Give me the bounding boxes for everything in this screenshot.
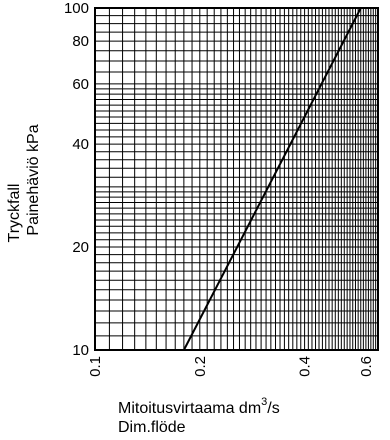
y-tick-label: 40 [72,136,89,153]
y-tick-label: 60 [72,76,89,93]
x-tick-label: 0.1 [87,356,104,377]
y-axis-label-line1: Tryckfall [6,184,23,243]
x-axis-label-line1: Mitoitusvirtaama dm3/s [118,396,280,417]
y-tick-labels: 10 20 40 60 80 100 [64,0,89,359]
y-axis-label-line2: Painehäviö kPa [25,124,42,235]
y-tick-label: 100 [64,0,89,17]
x-tick-label: 0.4 [297,356,314,377]
grid [95,8,378,350]
plot-frame [94,7,379,351]
series-layer [183,7,362,351]
x-axis-label-main: Mitoitusvirtaama dm [118,400,261,417]
x-axis-label-tail: /s [267,400,279,417]
y-tick-label: 20 [72,239,89,256]
x-tick-label: 0.6 [358,356,375,377]
x-axis-label-line2: Dim.flöde [118,419,186,436]
x-tick-labels: 0.1 0.2 0.4 0.6 [87,356,375,377]
y-tick-label: 10 [72,342,89,359]
x-tick-label: 0.2 [192,356,209,377]
x-axis-label-sup: 3 [261,396,267,408]
y-tick-label: 80 [72,33,89,50]
series-line [183,7,362,351]
